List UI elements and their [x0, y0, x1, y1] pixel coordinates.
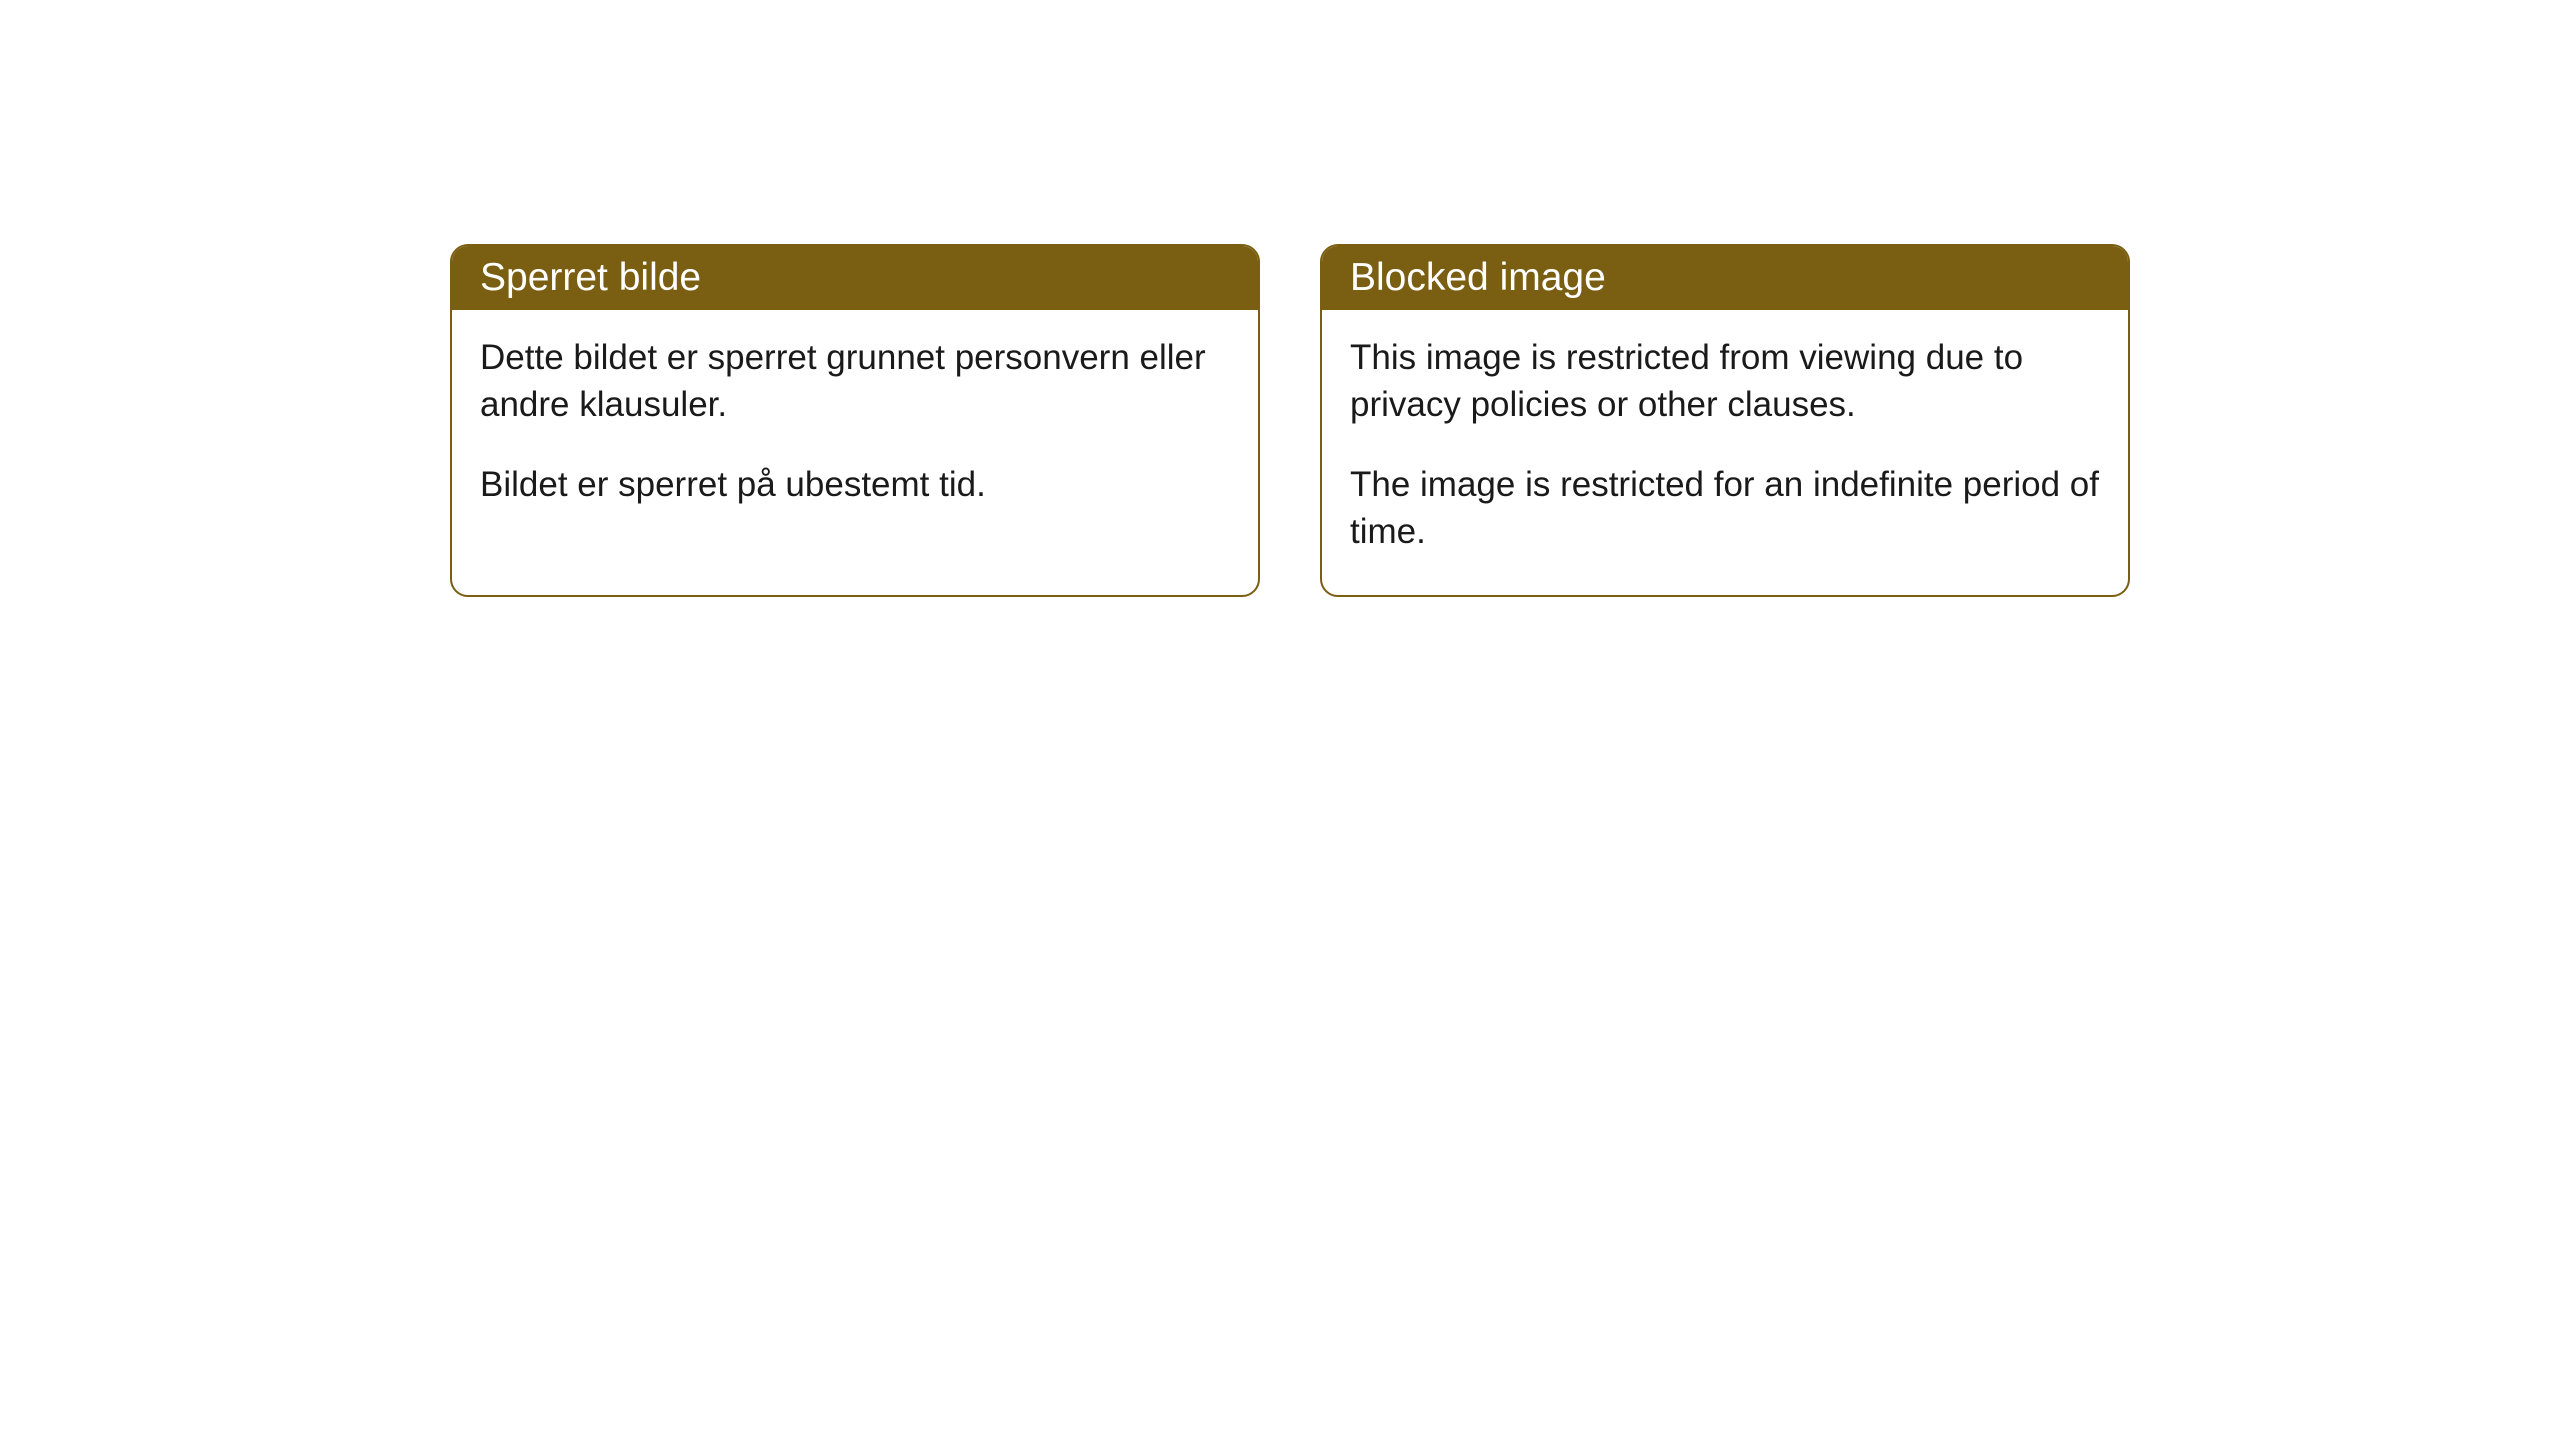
card-paragraph: The image is restricted for an indefinit… [1350, 461, 2100, 556]
card-body-english: This image is restricted from viewing du… [1322, 310, 2128, 595]
notice-card-english: Blocked image This image is restricted f… [1320, 244, 2130, 597]
card-header-norwegian: Sperret bilde [452, 246, 1258, 310]
card-paragraph: This image is restricted from viewing du… [1350, 334, 2100, 429]
card-body-norwegian: Dette bildet er sperret grunnet personve… [452, 310, 1258, 548]
notice-card-norwegian: Sperret bilde Dette bildet er sperret gr… [450, 244, 1260, 597]
card-title: Sperret bilde [480, 256, 701, 299]
card-header-english: Blocked image [1322, 246, 2128, 310]
card-paragraph: Bildet er sperret på ubestemt tid. [480, 461, 1230, 508]
card-paragraph: Dette bildet er sperret grunnet personve… [480, 334, 1230, 429]
card-title: Blocked image [1350, 256, 1606, 299]
notice-cards-container: Sperret bilde Dette bildet er sperret gr… [450, 244, 2130, 597]
